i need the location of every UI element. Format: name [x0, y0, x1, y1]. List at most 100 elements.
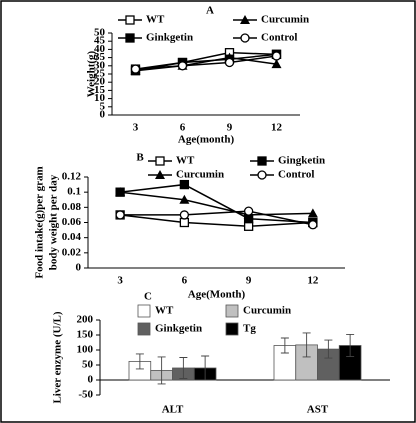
marker: [271, 59, 282, 69]
legend-label: Curcumin: [243, 305, 291, 317]
marker: [307, 208, 318, 218]
legend-label: Tg: [243, 323, 256, 335]
series-line: [135, 56, 277, 72]
legend-swatch: [225, 322, 239, 336]
marker: [179, 210, 190, 220]
series-line: [135, 55, 277, 70]
marker: [179, 194, 190, 204]
x-axis-title: Age(Month): [188, 289, 246, 301]
marker: [155, 156, 165, 166]
legend-label: WT: [176, 155, 195, 167]
y-tick-label: 0: [100, 109, 106, 121]
legend-label: Ginkgetin: [146, 32, 193, 44]
x-tick-label: 6: [182, 275, 188, 287]
x-tick-label: ALT: [162, 404, 184, 416]
error-bar: [346, 333, 355, 358]
marker: [115, 187, 126, 197]
panel-label: A: [206, 5, 214, 17]
y-axis-title: body weight per day: [48, 174, 60, 270]
x-tick-label: AST: [307, 404, 329, 416]
y-tick-label: 45: [94, 35, 106, 47]
x-tick-label: 6: [180, 122, 186, 134]
x-tick-label: 9: [227, 122, 233, 134]
y-tick-label: 0.02: [62, 246, 82, 258]
legend-swatch: [225, 304, 239, 318]
y-tick-label: 20: [94, 76, 106, 88]
y-tick-label: 0: [76, 262, 82, 274]
legend-label: Control: [278, 169, 314, 181]
legend-label: WT: [146, 14, 165, 26]
series-line: [135, 53, 277, 72]
y-tick-label: 150: [77, 329, 94, 341]
series-line: [120, 183, 313, 224]
legend-label: Control: [261, 32, 297, 44]
y-tick-label: 50: [94, 27, 106, 39]
x-tick-label: 3: [117, 275, 123, 287]
legend-label: Curcumin: [261, 14, 309, 26]
error-bar: [157, 356, 166, 385]
marker: [243, 206, 254, 216]
legend-label: Curcumin: [176, 169, 224, 181]
y-tick-label: 0.12: [62, 171, 82, 183]
x-axis-title: Age(month): [178, 134, 235, 146]
marker: [179, 179, 190, 190]
error-bar: [201, 355, 210, 381]
y-tick-label: 30: [94, 59, 106, 71]
y-axis-title: Liver enzyme (U/L): [52, 311, 64, 403]
error-bar: [135, 353, 144, 370]
panel-label: C: [144, 291, 152, 303]
y-tick-label: 100: [77, 344, 94, 356]
y-tick-label: -50: [78, 389, 93, 401]
marker: [125, 33, 135, 43]
marker: [125, 15, 135, 25]
y-tick-label: 40: [94, 43, 106, 55]
legend-label: Ginkgetin: [155, 323, 202, 335]
error-bar: [302, 332, 311, 358]
marker: [224, 57, 235, 68]
legend-label: Gingketin: [278, 155, 325, 167]
series-line: [120, 210, 314, 226]
y-tick-label: 5: [100, 100, 106, 112]
panel-label: B: [136, 152, 144, 164]
y-tick-label: 0.06: [62, 216, 82, 228]
y-tick-label: 0.04: [62, 231, 82, 243]
legend-swatch: [137, 304, 151, 318]
y-tick-label: 0: [88, 374, 94, 386]
y-axis-title: Food intake(g)per gram: [34, 166, 46, 278]
error-bar: [324, 339, 333, 359]
marker: [257, 170, 267, 180]
marker: [115, 210, 125, 220]
y-tick-label: 25: [94, 68, 106, 80]
y-tick-label: 15: [94, 84, 106, 96]
marker: [240, 15, 250, 24]
x-tick-label: 12: [271, 122, 283, 134]
y-tick-label: 35: [94, 51, 106, 63]
y-tick-label: 0.1: [67, 186, 81, 198]
series-line: [120, 214, 313, 228]
x-tick-label: 12: [307, 275, 319, 287]
x-tick-label: 3: [133, 122, 139, 134]
series-line: [120, 191, 313, 216]
error-bar: [179, 357, 188, 379]
error-bar: [280, 337, 289, 354]
legend-label: WT: [155, 305, 174, 317]
y-tick-label: 10: [94, 92, 106, 104]
marker: [271, 51, 282, 61]
marker: [130, 64, 141, 74]
marker: [308, 220, 318, 230]
y-axis-title: Weight(g): [86, 50, 98, 97]
marker: [179, 217, 190, 228]
x-tick-label: 9: [246, 275, 252, 287]
legend-swatch: [137, 322, 151, 336]
y-tick-label: 50: [82, 359, 94, 371]
marker: [155, 170, 165, 179]
marker: [243, 221, 254, 231]
marker: [240, 33, 250, 43]
y-tick-label: 200: [77, 314, 94, 326]
marker: [257, 156, 267, 166]
y-tick-label: 0.08: [62, 201, 82, 213]
series-line: [135, 51, 277, 70]
